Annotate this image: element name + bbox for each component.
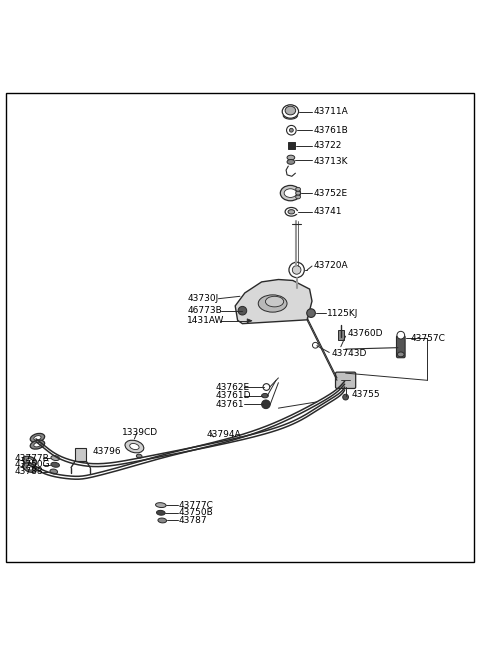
Ellipse shape (51, 456, 60, 460)
Text: 43777C: 43777C (179, 500, 214, 510)
Circle shape (343, 394, 348, 400)
Text: 43761D: 43761D (216, 391, 252, 400)
Ellipse shape (51, 462, 60, 467)
Ellipse shape (30, 434, 45, 442)
Ellipse shape (130, 443, 139, 449)
Ellipse shape (284, 189, 297, 197)
Circle shape (307, 309, 315, 318)
Polygon shape (235, 280, 312, 324)
Text: 1125KJ: 1125KJ (327, 309, 359, 318)
Ellipse shape (34, 442, 41, 447)
Ellipse shape (23, 463, 37, 472)
Ellipse shape (288, 210, 295, 214)
Text: 43722: 43722 (313, 141, 342, 150)
Ellipse shape (26, 465, 33, 470)
Ellipse shape (296, 195, 300, 199)
Circle shape (263, 384, 270, 390)
Ellipse shape (158, 518, 167, 523)
Text: 1339CD: 1339CD (122, 428, 158, 437)
Text: 1431AW: 1431AW (187, 316, 225, 326)
Ellipse shape (287, 155, 295, 160)
Circle shape (287, 125, 296, 135)
Ellipse shape (156, 502, 166, 508)
Text: 43755: 43755 (351, 390, 380, 399)
Text: 43730J: 43730J (187, 294, 218, 303)
Circle shape (312, 343, 318, 348)
Text: 43794A: 43794A (206, 430, 241, 439)
Text: 43743D: 43743D (331, 349, 367, 358)
Text: 43720A: 43720A (313, 261, 348, 270)
Circle shape (397, 331, 405, 339)
Circle shape (292, 265, 301, 274)
Ellipse shape (280, 185, 300, 201)
Text: 43757C: 43757C (410, 333, 445, 343)
Ellipse shape (262, 394, 268, 398)
Text: 43760D: 43760D (348, 329, 384, 338)
Ellipse shape (296, 191, 300, 195)
Ellipse shape (23, 457, 37, 466)
Text: 43761: 43761 (216, 400, 245, 409)
Ellipse shape (282, 105, 299, 118)
Ellipse shape (26, 458, 33, 463)
Text: 43752E: 43752E (313, 189, 348, 198)
Text: 43787: 43787 (179, 516, 207, 525)
Text: 43750G: 43750G (14, 460, 50, 469)
Circle shape (289, 262, 304, 278)
Text: 43788: 43788 (14, 467, 43, 476)
Ellipse shape (30, 440, 45, 449)
Text: 43777B: 43777B (14, 453, 49, 462)
Ellipse shape (296, 187, 300, 191)
Ellipse shape (287, 160, 295, 164)
Ellipse shape (285, 106, 296, 115)
Text: 43713K: 43713K (313, 157, 348, 166)
Ellipse shape (397, 352, 404, 357)
Ellipse shape (285, 208, 298, 216)
Text: 46773B: 46773B (187, 306, 222, 315)
Bar (338, 330, 344, 339)
Ellipse shape (258, 295, 287, 312)
FancyBboxPatch shape (396, 335, 405, 358)
Ellipse shape (50, 469, 58, 474)
Ellipse shape (125, 440, 144, 453)
Text: 43796: 43796 (93, 447, 121, 457)
Ellipse shape (265, 296, 284, 307)
Text: 43711A: 43711A (313, 107, 348, 116)
Circle shape (238, 307, 247, 315)
Bar (75, 448, 86, 461)
Ellipse shape (136, 454, 142, 458)
Circle shape (289, 128, 293, 132)
Text: 43750B: 43750B (179, 508, 213, 517)
Text: 43761B: 43761B (313, 126, 348, 135)
FancyBboxPatch shape (336, 372, 356, 388)
Circle shape (262, 400, 270, 409)
Bar (288, 141, 295, 149)
Ellipse shape (34, 436, 41, 440)
Ellipse shape (156, 510, 165, 515)
Polygon shape (247, 319, 252, 323)
Text: 43741: 43741 (313, 208, 342, 216)
Text: 43762E: 43762E (216, 383, 250, 392)
